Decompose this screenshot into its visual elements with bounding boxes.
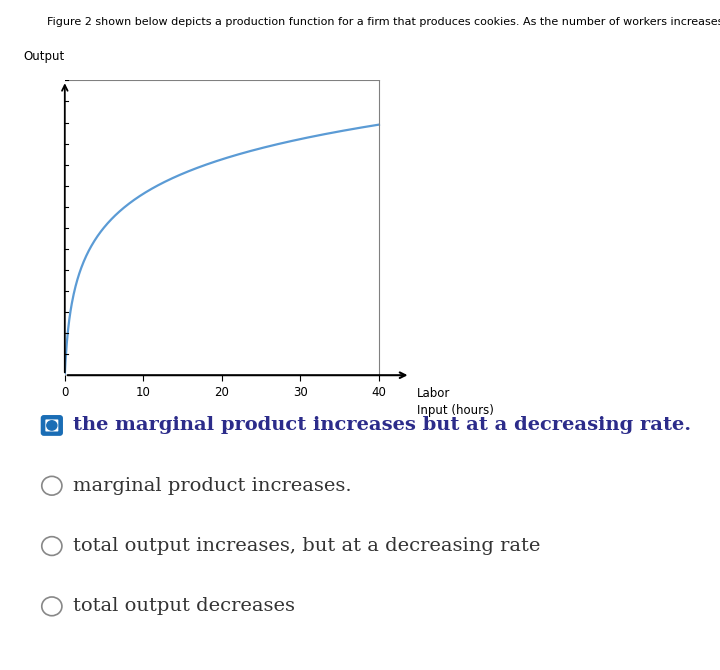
Text: the marginal product increases but at a decreasing rate.: the marginal product increases but at a … bbox=[73, 417, 692, 434]
Text: marginal product increases.: marginal product increases. bbox=[73, 477, 352, 494]
Text: total output decreases: total output decreases bbox=[73, 598, 295, 615]
Text: Labor
Input (hours): Labor Input (hours) bbox=[418, 387, 494, 417]
Text: Output: Output bbox=[23, 50, 65, 63]
Text: Figure 2 shown below depicts a production function for a firm that produces cook: Figure 2 shown below depicts a productio… bbox=[47, 17, 720, 27]
Text: total output increases, but at a decreasing rate: total output increases, but at a decreas… bbox=[73, 537, 541, 555]
